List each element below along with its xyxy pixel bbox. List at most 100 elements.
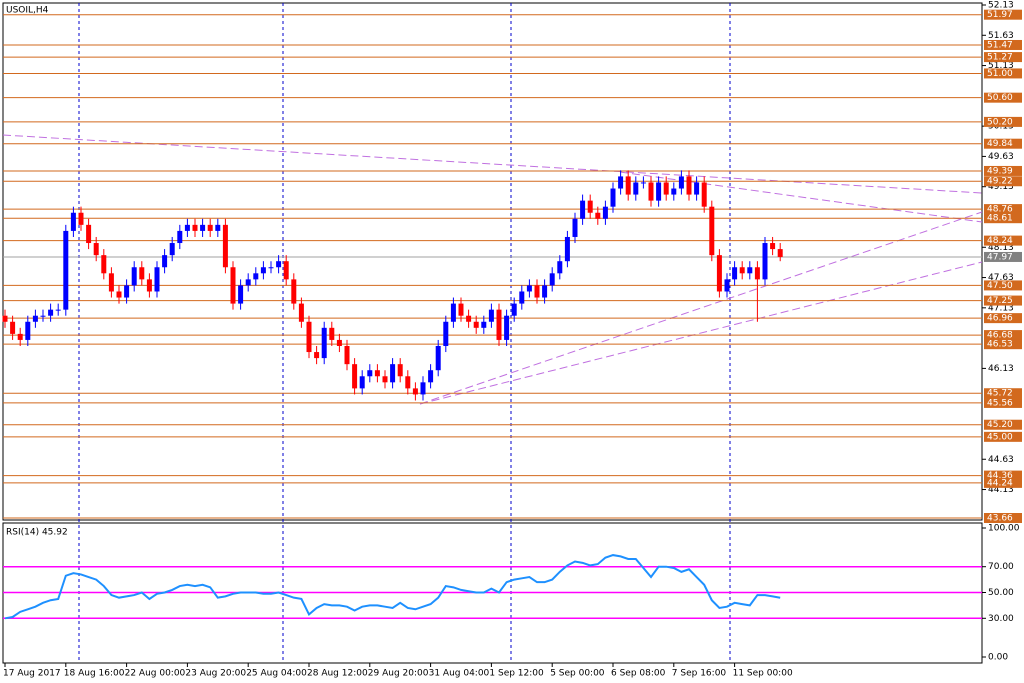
candle-body: [139, 267, 145, 280]
y-tick-label: 49.13: [988, 182, 1014, 192]
y-tick-label: 47.13: [988, 303, 1014, 313]
level-label-box: [984, 397, 1022, 408]
level-label: 44.24: [987, 478, 1013, 488]
candle-body: [124, 285, 130, 298]
candle-body: [336, 339, 342, 346]
level-label-box: [984, 339, 1022, 350]
level-label-box: [984, 9, 1022, 20]
level-label-box: [984, 295, 1022, 306]
x-tick-label: 18 Aug 16:00: [64, 669, 125, 679]
candle-body: [625, 176, 631, 195]
price-label-box: [984, 251, 1022, 262]
level-label: 45.20: [987, 420, 1013, 430]
candle-body: [238, 285, 244, 304]
candle-body: [777, 249, 783, 257]
y-tick-label: 0.00: [988, 653, 1008, 663]
candle-body: [329, 327, 335, 340]
level-label: 49.84: [987, 139, 1013, 149]
level-label: 43.66: [987, 514, 1013, 524]
level-label: 50.20: [987, 117, 1013, 127]
x-tick-label: 28 Aug 12:00: [307, 669, 368, 679]
level-label: 50.60: [987, 93, 1013, 103]
level-label-box: [984, 165, 1022, 176]
candle-body: [428, 370, 434, 383]
candle-body: [572, 218, 578, 237]
candle-body: [268, 267, 274, 269]
candle-body: [146, 279, 152, 292]
candle-body: [359, 376, 365, 389]
candle-body: [716, 255, 722, 292]
candle-body: [534, 285, 540, 298]
candle-body: [420, 382, 426, 395]
level-label-box: [984, 313, 1022, 324]
x-tick-label: 23 Aug 20:00: [185, 669, 246, 679]
level-label-box: [984, 116, 1022, 127]
level-label-box: [984, 68, 1022, 79]
candle-body: [116, 291, 122, 298]
candle-body: [633, 182, 639, 195]
candle-body: [215, 224, 221, 231]
y-tick-label: 49.63: [988, 152, 1014, 162]
y-tick-label: 48.13: [988, 243, 1014, 253]
level-label-box: [984, 176, 1022, 187]
candle-body: [40, 315, 46, 317]
x-tick-label: 5 Sep 00:00: [550, 669, 605, 679]
candle-body: [169, 243, 175, 256]
level-label: 51.00: [987, 69, 1013, 79]
candle-body: [602, 206, 608, 219]
y-tick-label: 51.63: [988, 31, 1014, 41]
candle-body: [526, 285, 532, 292]
candle-body: [724, 279, 730, 292]
candle-body: [732, 267, 738, 280]
candle-body: [207, 224, 213, 231]
candle-body: [374, 370, 380, 377]
candle-body: [321, 327, 327, 359]
candle-body: [739, 267, 745, 274]
candle-body: [458, 303, 464, 316]
x-tick-label: 7 Sep 16:00: [672, 669, 727, 679]
y-tick-label: 50.00: [988, 588, 1014, 598]
level-label: 51.27: [987, 53, 1013, 63]
level-label: 48.61: [987, 214, 1013, 224]
candle-body: [2, 315, 8, 322]
level-label-box: [984, 419, 1022, 430]
level-label: 47.25: [987, 296, 1013, 306]
candle-body: [306, 321, 312, 353]
y-tick-label: 70.00: [988, 562, 1014, 572]
level-label: 49.22: [987, 177, 1013, 187]
level-label-box: [984, 235, 1022, 246]
candle-body: [70, 212, 76, 231]
level-label: 45.72: [987, 389, 1013, 399]
level-label: 51.47: [987, 40, 1013, 50]
candle-body: [405, 376, 411, 389]
level-label: 49.39: [987, 166, 1013, 176]
candle-body: [390, 364, 396, 383]
y-tick-label: 47.63: [988, 273, 1014, 283]
candle-body: [397, 364, 403, 377]
candle-body: [450, 303, 456, 322]
candle-body: [466, 315, 472, 322]
candle-body: [762, 243, 768, 280]
candle-body: [747, 267, 753, 274]
level-label: 46.96: [987, 314, 1013, 324]
y-tick-label: 51.13: [988, 61, 1014, 71]
period-separators: [78, 3, 731, 663]
candle-body: [10, 321, 16, 334]
candle-body: [481, 321, 487, 328]
candle-body: [678, 176, 684, 189]
price-label: 47.97: [987, 252, 1013, 262]
level-label: 47.50: [987, 281, 1013, 291]
candle-body: [162, 255, 168, 268]
candle-body: [618, 176, 624, 189]
candle-body: [276, 261, 282, 268]
candle-body: [314, 352, 320, 359]
candle-body: [595, 212, 601, 219]
candle-body: [610, 188, 616, 207]
x-tick-label: 11 Sep 00:00: [733, 669, 793, 679]
candle-body: [694, 182, 700, 195]
candle-body: [656, 182, 662, 201]
x-tick-label: 22 Aug 00:00: [125, 669, 186, 679]
x-tick-label: 6 Sep 08:00: [611, 669, 666, 679]
candle-body: [648, 182, 654, 201]
